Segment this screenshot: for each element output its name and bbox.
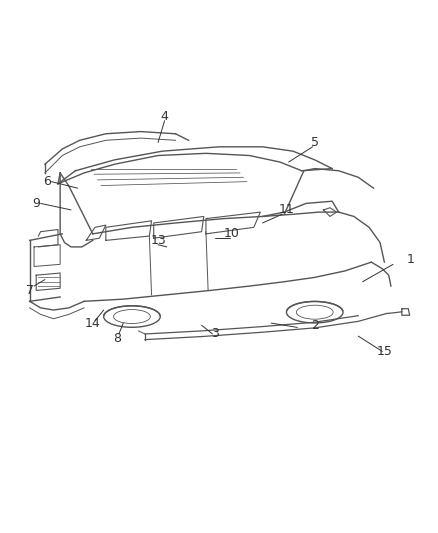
- Text: 8: 8: [113, 332, 121, 345]
- Text: 9: 9: [32, 197, 40, 210]
- Text: 11: 11: [279, 204, 294, 216]
- Text: 10: 10: [224, 228, 240, 240]
- Text: 4: 4: [161, 110, 169, 123]
- Text: 2: 2: [311, 319, 319, 332]
- Text: 13: 13: [150, 234, 166, 247]
- Text: 14: 14: [85, 317, 101, 329]
- Text: 3: 3: [211, 327, 219, 341]
- Text: 5: 5: [311, 136, 319, 149]
- Text: 15: 15: [376, 345, 392, 358]
- Text: 1: 1: [406, 254, 414, 266]
- Text: 7: 7: [26, 284, 34, 297]
- Text: 6: 6: [43, 175, 51, 188]
